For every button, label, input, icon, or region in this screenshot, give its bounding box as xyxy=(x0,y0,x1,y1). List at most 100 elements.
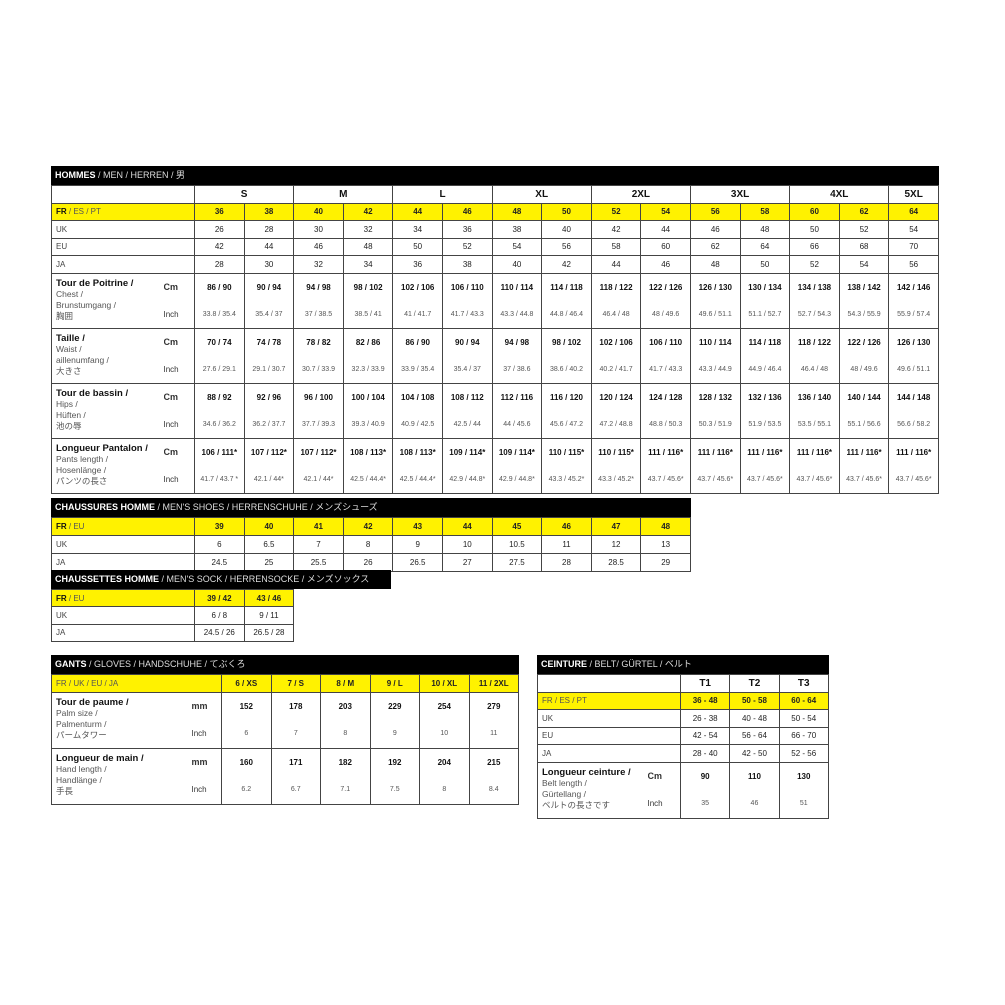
size-cell: 30 xyxy=(293,220,344,239)
size-label: 2XL xyxy=(590,185,691,204)
measure-value-inch: 38.6 / 40.2 xyxy=(541,355,592,384)
gloves-header: GANTS / GLOVES / HANDSCHUHE / てぶくろ xyxy=(51,655,519,674)
row-label: UK xyxy=(537,709,681,728)
measure-value-inch: 8 xyxy=(320,720,371,749)
unit-label: Inch xyxy=(191,720,223,749)
size-cell: 12 xyxy=(590,535,642,554)
measure-value: 78 / 82 xyxy=(293,327,344,356)
row-label: JA xyxy=(537,744,681,763)
measure-value: 160 xyxy=(221,747,272,776)
measure-value: 140 / 144 xyxy=(838,382,890,411)
size-cell: 25 xyxy=(243,553,295,572)
table-row: FR / EU 39 / 42 43 / 46 xyxy=(50,588,295,608)
measure-label: Longueur Pantalon / Pants length / Hosenlä… xyxy=(51,437,164,494)
size-cell: 54 xyxy=(888,220,939,239)
size-cell: 42 xyxy=(590,220,642,239)
size-cell: 8 / M xyxy=(320,674,371,693)
section-title: CHAUSSURES HOMME xyxy=(55,502,156,512)
measure-label: Taille / Waist / aillenumfang / 大きさ xyxy=(51,327,164,384)
measure-value-inch: 50.3 / 51.9 xyxy=(689,410,741,439)
row-label: JA xyxy=(51,255,195,274)
unit-label: Inch xyxy=(163,355,195,384)
measure-translation: 池の辱 xyxy=(56,420,82,431)
unit-label: Inch xyxy=(163,410,195,439)
row-label: UK xyxy=(51,220,195,239)
measure-value: 110 / 115* xyxy=(590,437,642,466)
size-cell: 44 xyxy=(590,255,642,274)
size-label: 3XL xyxy=(689,185,791,204)
size-cell: 8 xyxy=(342,535,394,554)
size-cell: 10 / XL xyxy=(419,674,470,693)
section-subtitle: / MEN'S SHOES / HERRENSCHUHE / メンズシューズ xyxy=(155,502,378,512)
measure-value-inch: 43.7 / 45.6* xyxy=(838,465,890,494)
size-cell: 42 xyxy=(194,237,245,256)
size-cell: 26 - 38 xyxy=(679,709,731,728)
measure-value-inch: 7 xyxy=(270,720,322,749)
measure-value-inch: 37 / 38.6 xyxy=(491,355,543,384)
measure-value: 111 / 116* xyxy=(739,437,791,466)
measure-translation: Hips / xyxy=(56,398,78,409)
size-cell: 56 xyxy=(888,255,939,274)
size-cell: 64 xyxy=(888,202,939,221)
size-cell: 43 xyxy=(392,517,443,536)
unit-label: Cm xyxy=(163,327,195,356)
measure-row-inch: Inch 33.8 / 35.4 35.4 / 37 37 / 38.5 38.5 / … xyxy=(52,300,939,329)
measure-value: 116 / 120 xyxy=(541,382,592,411)
measure-value-inch: 37 / 38.5 xyxy=(293,300,344,329)
measure-value-inch: 46 xyxy=(729,790,780,819)
size-cell: 56 xyxy=(689,202,741,221)
row-label: FR / ES / PT xyxy=(537,691,681,710)
measure-value-inch: 51 xyxy=(778,790,829,819)
size-cell: 36 xyxy=(194,202,245,221)
measure-value-inch: 8.4 xyxy=(468,776,520,805)
size-cell: 43 / 46 xyxy=(243,588,295,608)
measure-value-inch: 43.7 / 45.6* xyxy=(689,465,741,494)
unit-label: Cm xyxy=(163,272,195,301)
size-label: M xyxy=(293,185,394,204)
size-cell: 9 xyxy=(392,535,443,554)
measure-value-inch: 40.2 / 41.7 xyxy=(590,355,642,384)
measure-value: 118 / 122 xyxy=(590,272,642,301)
measure-row: Tour de paume / Palm size / Palmenturm / パー… xyxy=(51,691,520,749)
size-cell: 62 xyxy=(838,202,890,221)
size-cell: 42 xyxy=(342,202,394,221)
size-cell: 11 xyxy=(541,535,592,554)
table-row: FR / EU 39 40 41 42 43 44 45 46 47 48 xyxy=(50,517,691,536)
measure-value-inch: 35.4 / 37 xyxy=(441,355,493,384)
measure-value: 90 xyxy=(679,761,731,790)
blank-cell xyxy=(51,185,195,204)
measure-value-inch: 35 xyxy=(679,790,731,819)
size-cell: 27 xyxy=(441,553,493,572)
row-label: UK xyxy=(50,535,196,554)
size-cell: 13 xyxy=(640,535,691,554)
measure-translation: aillenumfang / xyxy=(56,354,109,365)
measure-value-inch: 32.3 / 33.9 xyxy=(342,355,394,384)
measure-value: 102 / 106 xyxy=(590,327,642,356)
size-cell: 66 - 70 xyxy=(778,726,829,745)
measure-value-inch: 43.7 / 45.6* xyxy=(640,465,691,494)
row-label: FR / EU xyxy=(50,517,196,536)
measure-value: 122 / 126 xyxy=(838,327,890,356)
measure-value-inch: 40.9 / 42.5 xyxy=(392,410,443,439)
size-label: 4XL xyxy=(789,185,890,204)
measure-value: 142 / 146 xyxy=(888,272,939,301)
measure-translation: 胸囲 xyxy=(56,310,74,321)
measure-value: 110 / 115* xyxy=(541,437,592,466)
row-label-text: JA xyxy=(56,628,66,638)
measure-value-inch: 54.3 / 55.9 xyxy=(838,300,890,329)
measure-value-inch: 42.9 / 44.8* xyxy=(491,465,543,494)
size-cell: 44 xyxy=(441,517,493,536)
size-cell: 44 xyxy=(243,237,295,256)
size-cell: 40 xyxy=(243,517,295,536)
size-cell: 58 xyxy=(739,202,791,221)
size-cell: 9 / L xyxy=(369,674,421,693)
table-row: JA 28 30 32 34 36 38 40 42 44 46 48 50 52 54 56 xyxy=(51,255,939,274)
table-row: JA 28 - 40 42 - 50 52 - 56 xyxy=(537,744,829,763)
measure-value-inch: 49.6 / 51.1 xyxy=(888,355,939,384)
measure-value: 114 / 118 xyxy=(739,327,791,356)
measure-value: 108 / 113* xyxy=(342,437,394,466)
measure-title: Longueur ceinture / xyxy=(542,766,631,778)
size-cell: 26 xyxy=(342,553,394,572)
size-cell: 40 xyxy=(293,202,344,221)
